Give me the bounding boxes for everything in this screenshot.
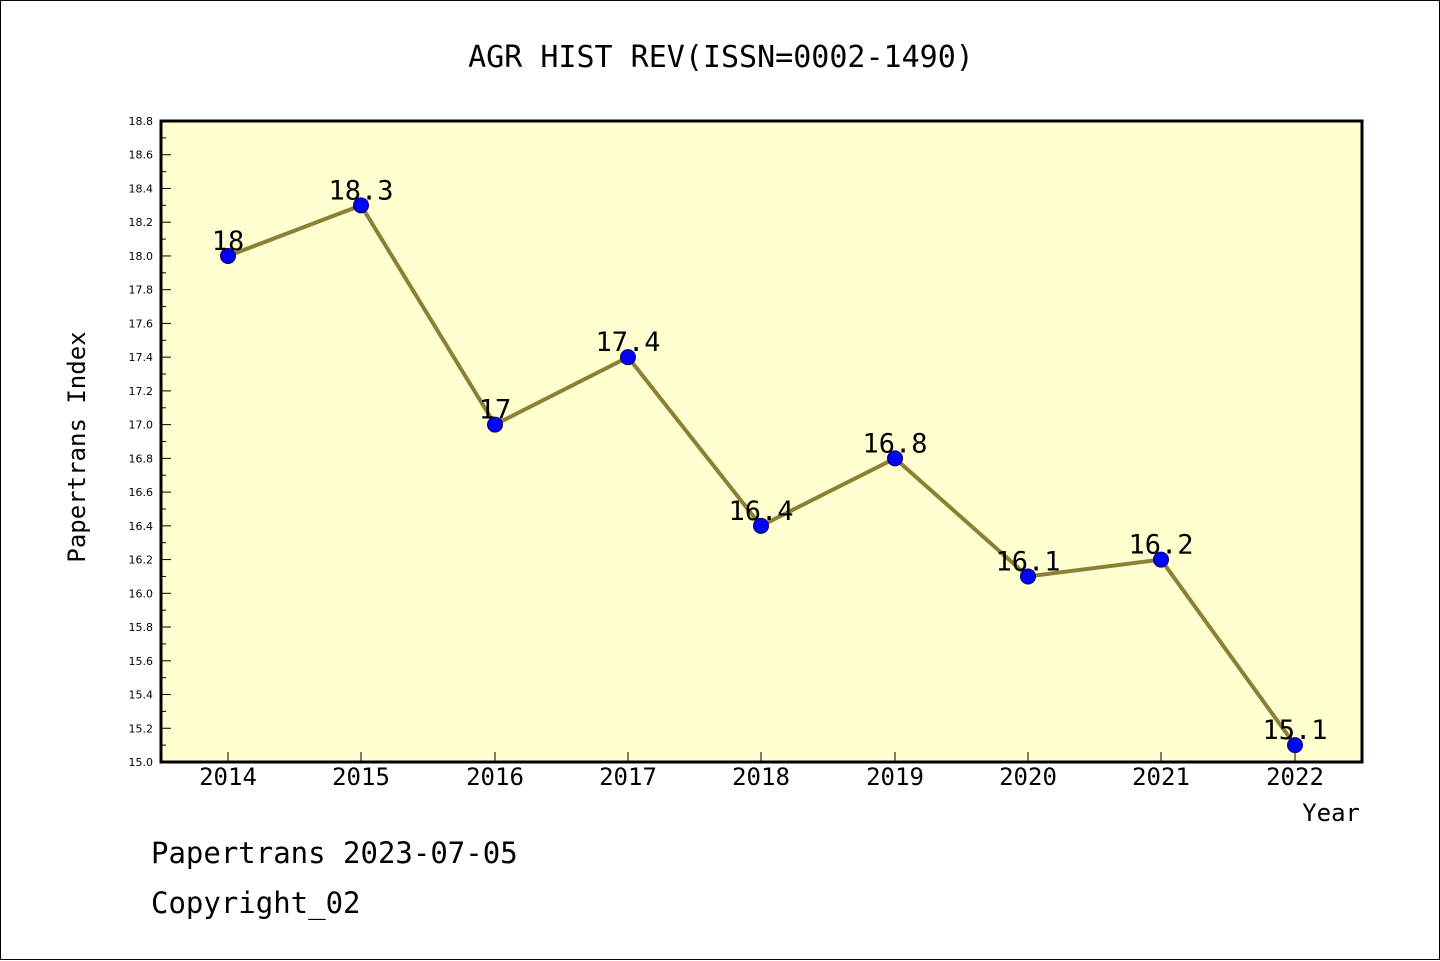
- chart-title: AGR HIST REV(ISSN=0002-1490): [468, 40, 974, 75]
- x-tick-label: 2015: [332, 763, 390, 791]
- x-tick-label: 2021: [1132, 763, 1190, 791]
- x-tick-label: 2017: [599, 763, 657, 791]
- x-tick-label: 2022: [1266, 763, 1324, 791]
- plot-border: [159, 119, 1364, 764]
- y-tick-label: 17.8: [129, 284, 154, 297]
- y-tick-label: 17.4: [129, 351, 154, 364]
- y-tick-label: 16.2: [129, 554, 154, 567]
- data-point-label: 17.4: [595, 327, 660, 358]
- footer-date: Papertrans 2023-07-05: [151, 836, 518, 870]
- x-axis-ticks: 2014 2015 2016 2017 2018 2019 2020 2021 2022: [199, 752, 1324, 791]
- data-labels: 18 18.3 17 17.4 16.4 16.8 16.1 16.2 15.1: [212, 175, 1328, 746]
- y-tick-label: 15.6: [129, 655, 154, 668]
- data-point-label: 17: [479, 395, 512, 426]
- y-tick-label: 17.2: [129, 385, 154, 398]
- data-point-marker: [353, 197, 369, 214]
- data-point-marker: [1287, 737, 1303, 754]
- y-tick-label: 18.0: [129, 250, 154, 263]
- x-tick-label: 2018: [732, 763, 790, 791]
- data-markers: [220, 197, 1303, 754]
- y-tick-label: 15.2: [129, 722, 154, 735]
- data-point-label: 16.2: [1128, 530, 1193, 561]
- y-tick-label: 16.0: [129, 587, 154, 600]
- data-point-label: 16.8: [862, 428, 927, 459]
- data-point-label: 18.3: [328, 175, 393, 206]
- plot-area: [161, 121, 1362, 762]
- y-tick-label: 18.8: [129, 115, 154, 128]
- y-axis-title: Papertrans Index: [63, 331, 91, 562]
- y-tick-label: 18.6: [129, 149, 154, 162]
- data-point-label: 16.1: [995, 546, 1060, 577]
- x-tick-label: 2014: [199, 763, 257, 791]
- y-tick-label: 18.2: [129, 216, 154, 229]
- y-axis-ticks: 15.0 15.2 15.4 15.6 15.8 16.0 16.2 16.4 16.6 16.8…: [129, 115, 171, 769]
- data-point-marker: [620, 349, 636, 366]
- data-point-label: 16.4: [728, 496, 793, 527]
- x-tick-label: 2016: [466, 763, 524, 791]
- y-tick-label: 16.8: [129, 452, 154, 465]
- data-point-label: 15.1: [1262, 715, 1327, 746]
- y-tick-label: 17.0: [129, 419, 154, 432]
- footer-copyright: Copyright_02: [151, 886, 361, 920]
- x-tick-label: 2020: [999, 763, 1057, 791]
- y-tick-label: 15.8: [129, 621, 154, 634]
- data-point-marker: [1153, 551, 1169, 568]
- y-tick-label: 15.4: [129, 689, 154, 702]
- data-point-marker: [887, 450, 903, 467]
- x-tick-label: 2019: [866, 763, 924, 791]
- y-tick-label: 17.6: [129, 317, 154, 330]
- data-point-label: 18: [212, 226, 245, 257]
- data-point-marker: [487, 416, 503, 433]
- x-axis-title: Year: [1302, 799, 1360, 827]
- y-tick-label: 16.4: [129, 520, 154, 533]
- y-tick-label: 16.6: [129, 486, 154, 499]
- y-tick-label: 15.0: [129, 756, 154, 769]
- data-point-marker: [753, 517, 769, 534]
- y-tick-label: 18.4: [129, 182, 154, 195]
- data-point-marker: [220, 247, 236, 264]
- data-point-marker: [1020, 568, 1036, 585]
